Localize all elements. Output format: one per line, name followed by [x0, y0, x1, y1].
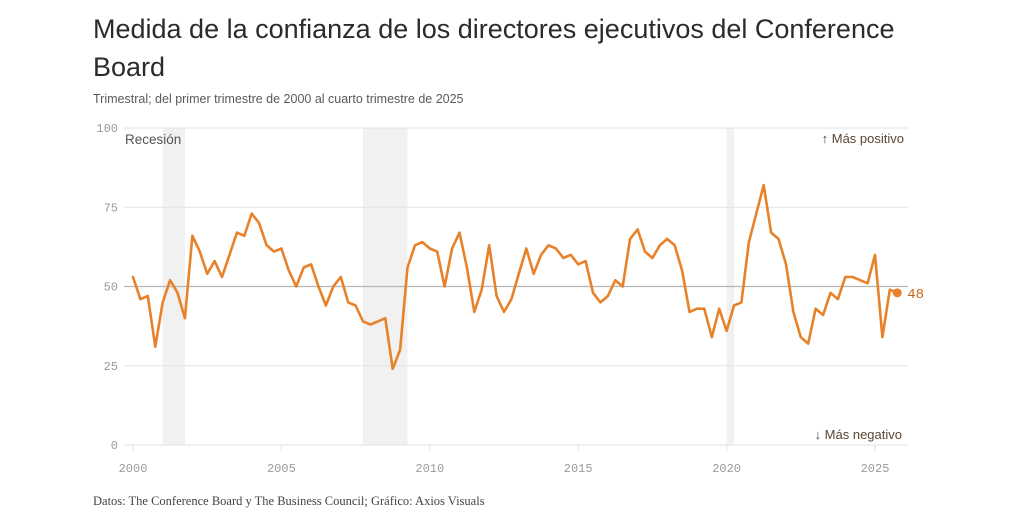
series-line [131, 183, 899, 371]
x-axis: 2000 2005 2010 2015 2020 2025 [119, 445, 890, 476]
x-tick-label: 2000 [119, 462, 148, 476]
series-group [131, 183, 902, 371]
negative-annotation: ↓ Más negativo [815, 427, 902, 442]
y-axis: 0 25 50 75 100 [96, 122, 118, 453]
source-note: Datos: The Conference Board y The Busine… [93, 494, 485, 508]
end-point-marker [892, 288, 902, 298]
chart-subtitle: Trimestral; del primer trimestre de 2000… [93, 92, 464, 106]
y-tick-label: 75 [104, 201, 118, 215]
y-tick-label: 25 [104, 360, 118, 374]
recession-label: Recesión [125, 132, 181, 147]
positive-annotation: ↑ Más positivo [822, 131, 904, 146]
x-tick-label: 2005 [267, 462, 296, 476]
chart-title: Medida de la confianza de los directores… [93, 14, 895, 82]
end-value-label: 48 [907, 287, 924, 303]
x-tick-label: 2010 [415, 462, 444, 476]
y-tick-label: 50 [104, 281, 118, 295]
y-tick-label: 0 [111, 439, 118, 453]
grid-lines [124, 127, 908, 446]
y-tick-label: 100 [96, 122, 118, 136]
x-tick-label: 2025 [861, 462, 890, 476]
x-tick-label: 2020 [712, 462, 741, 476]
x-tick-label: 2015 [564, 462, 593, 476]
